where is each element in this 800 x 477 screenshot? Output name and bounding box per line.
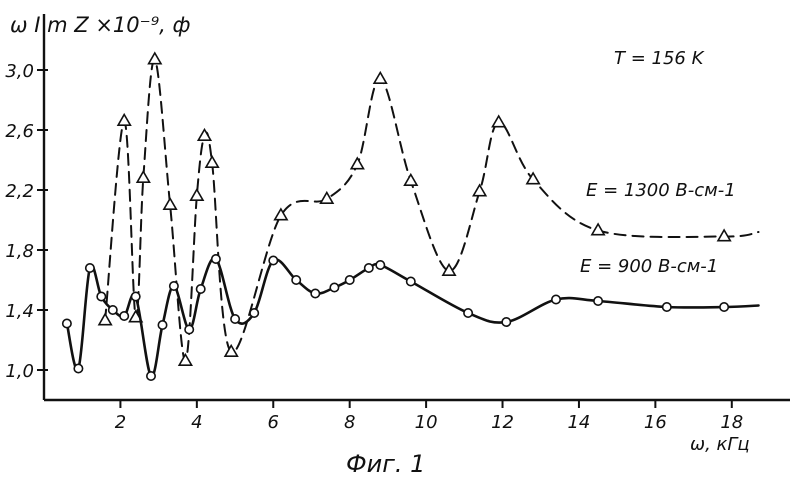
x-tick-label: 8 <box>344 412 355 433</box>
data-point-circle <box>720 303 728 311</box>
axes <box>44 14 790 400</box>
data-point-circle <box>250 309 258 317</box>
data-point-circle <box>197 285 205 293</box>
data-point-circle <box>464 309 472 317</box>
x-tick-label: 12 <box>491 412 514 433</box>
series-label-900: E = 900 В-см-1 <box>580 256 718 277</box>
data-point-circle <box>330 283 338 291</box>
data-point-triangle <box>99 314 111 325</box>
y-tick-label: 3,0 <box>5 61 34 82</box>
y-tick-label: 2,6 <box>5 121 34 142</box>
data-point-triangle <box>164 199 176 210</box>
ticks: 2 4 6 8 10 12 14 16 18 1,0 1,4 1,8 2,2 2,6 3,0 <box>5 61 743 433</box>
data-point-circle <box>212 255 220 263</box>
data-point-circle <box>365 264 373 272</box>
data-point-circle <box>311 289 319 297</box>
x-axis-label: ω, кГц <box>690 434 750 455</box>
y-axis-label: ω I m Z ×10⁻⁹, ф <box>10 13 190 37</box>
data-point-circle <box>147 372 155 380</box>
data-point-circle <box>120 312 128 320</box>
data-point-circle <box>132 292 140 300</box>
data-point-circle <box>97 292 105 300</box>
figure-caption: Фиг. 1 <box>346 450 425 477</box>
x-tick-label: 14 <box>567 412 590 433</box>
x-tick-label: 18 <box>720 412 743 433</box>
data-point-circle <box>552 295 560 303</box>
data-point-circle <box>269 256 277 264</box>
y-tick-label: 2,2 <box>5 181 34 202</box>
x-tick-label: 4 <box>191 412 202 433</box>
data-point-circle <box>185 325 193 333</box>
y-tick-label: 1,4 <box>5 301 34 322</box>
x-tick-label: 10 <box>415 412 438 433</box>
data-point-circle <box>407 277 415 285</box>
data-point-circle <box>346 276 354 284</box>
data-point-triangle <box>473 185 485 196</box>
series-e1300 <box>99 53 759 365</box>
data-point-triangle <box>405 175 417 186</box>
data-point-triangle <box>351 158 363 169</box>
data-point-triangle <box>179 355 191 366</box>
data-point-triangle <box>149 53 161 64</box>
series-line <box>105 59 758 361</box>
data-point-triangle <box>225 346 237 357</box>
series-label-1300: E = 1300 В-см-1 <box>586 180 736 201</box>
data-point-circle <box>594 297 602 305</box>
data-point-circle <box>170 282 178 290</box>
x-tick-label: 6 <box>268 412 279 433</box>
y-tick-label: 1,0 <box>5 361 34 382</box>
data-point-circle <box>158 321 166 329</box>
data-point-circle <box>502 318 510 326</box>
data-point-circle <box>376 261 384 269</box>
data-point-circle <box>663 303 671 311</box>
temperature-annotation: T = 156 K <box>614 48 705 69</box>
data-point-triangle <box>592 224 604 235</box>
data-point-triangle <box>718 230 730 241</box>
data-point-triangle <box>137 172 149 183</box>
data-point-circle <box>231 315 239 323</box>
data-point-triangle <box>191 190 203 201</box>
y-tick-label: 1,8 <box>5 241 34 262</box>
data-point-triangle <box>493 116 505 127</box>
data-point-circle <box>109 306 117 314</box>
data-point-triangle <box>321 193 333 204</box>
data-point-circle <box>74 364 82 372</box>
data-point-triangle <box>374 73 386 84</box>
x-tick-label: 2 <box>115 412 126 433</box>
x-tick-label: 16 <box>644 412 667 433</box>
data-point-circle <box>63 319 71 327</box>
series-layer <box>63 53 759 380</box>
data-point-circle <box>292 276 300 284</box>
data-point-circle <box>86 264 94 272</box>
data-point-triangle <box>206 157 218 168</box>
data-point-triangle <box>118 115 130 126</box>
